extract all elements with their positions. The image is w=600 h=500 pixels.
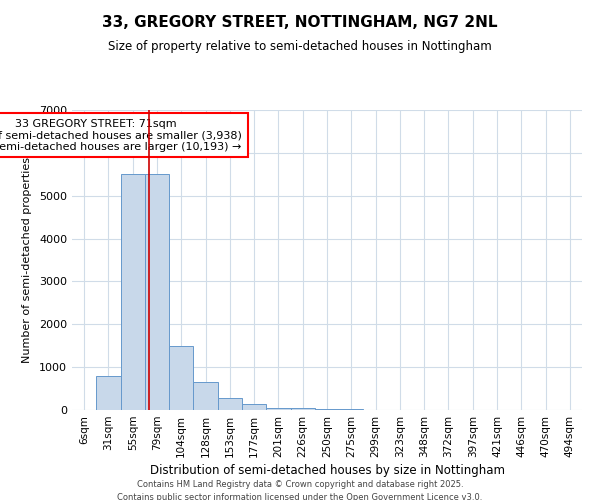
Bar bbox=[96, 376, 121, 410]
Bar bbox=[242, 404, 266, 410]
Text: Contains public sector information licensed under the Open Government Licence v3: Contains public sector information licen… bbox=[118, 492, 482, 500]
Bar bbox=[339, 409, 364, 410]
Text: Size of property relative to semi-detached houses in Nottingham: Size of property relative to semi-detach… bbox=[108, 40, 492, 53]
Text: Contains HM Land Registry data © Crown copyright and database right 2025.: Contains HM Land Registry data © Crown c… bbox=[137, 480, 463, 489]
Bar bbox=[218, 398, 242, 410]
Bar bbox=[145, 174, 169, 410]
Y-axis label: Number of semi-detached properties: Number of semi-detached properties bbox=[22, 157, 32, 363]
Bar bbox=[121, 174, 145, 410]
Bar bbox=[290, 408, 315, 410]
Bar bbox=[315, 408, 339, 410]
Bar bbox=[169, 346, 193, 410]
Text: 33 GREGORY STREET: 71sqm
← 27% of semi-detached houses are smaller (3,938)
71% o: 33 GREGORY STREET: 71sqm ← 27% of semi-d… bbox=[0, 118, 242, 152]
Bar bbox=[266, 408, 290, 410]
Text: 33, GREGORY STREET, NOTTINGHAM, NG7 2NL: 33, GREGORY STREET, NOTTINGHAM, NG7 2NL bbox=[102, 15, 498, 30]
Bar bbox=[193, 382, 218, 410]
X-axis label: Distribution of semi-detached houses by size in Nottingham: Distribution of semi-detached houses by … bbox=[149, 464, 505, 477]
